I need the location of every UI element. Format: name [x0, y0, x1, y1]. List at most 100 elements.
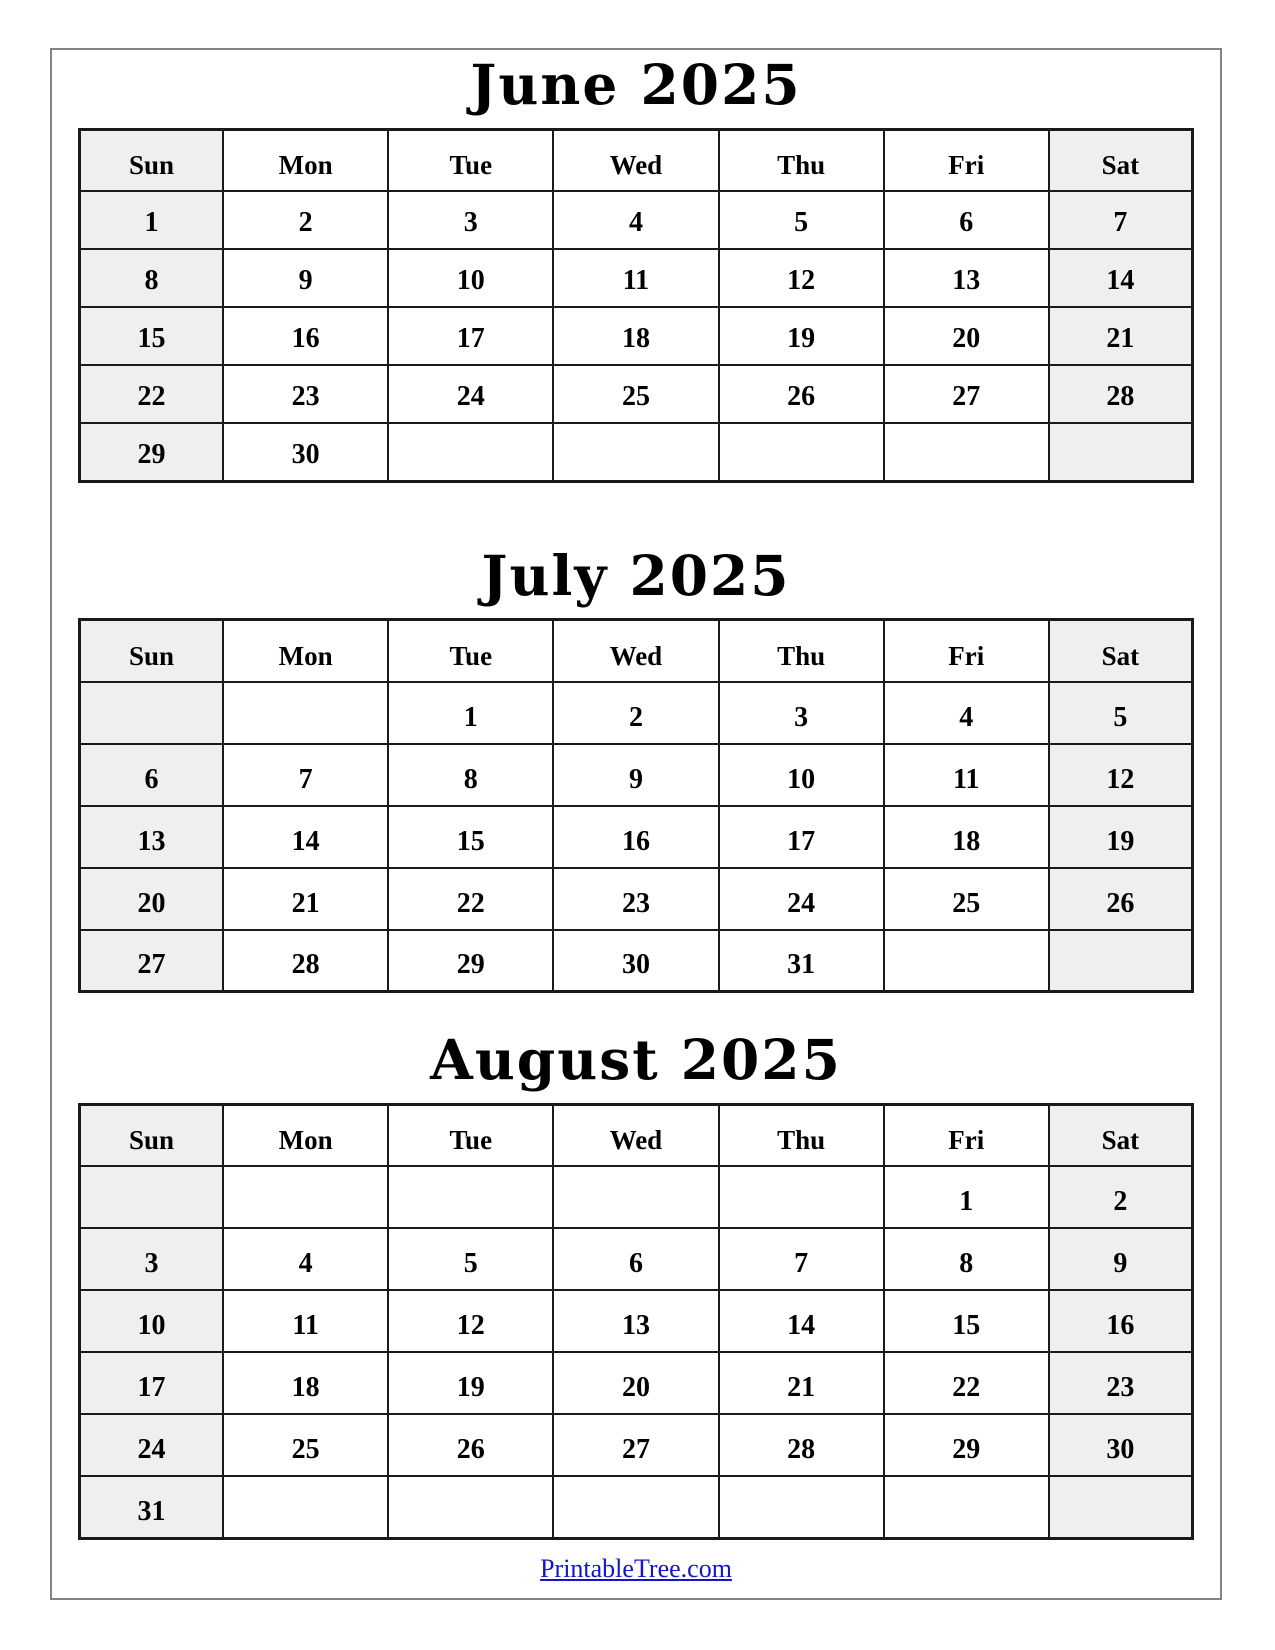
day-header-fri: Fri [882, 618, 1050, 683]
week-row: 20 21 22 23 24 25 26 [78, 866, 1194, 931]
day-cell-august-6: 6 [552, 1227, 720, 1292]
day-header-sat: Sat [1047, 128, 1194, 193]
day-cell-june-15: 15 [78, 306, 225, 367]
day-cell-june-22: 22 [78, 364, 225, 425]
day-header-mon: Mon [222, 618, 390, 683]
week-row: 17 18 19 20 21 22 23 [78, 1351, 1194, 1416]
day-cell-empty [552, 1165, 720, 1230]
calendar-title-june: June 2025 [470, 52, 802, 117]
day-cell-july-10: 10 [717, 742, 885, 807]
day-cell-empty [552, 422, 720, 483]
day-cell-june-13: 13 [882, 248, 1050, 309]
day-cell-june-24: 24 [387, 364, 555, 425]
day-cell-june-9: 9 [222, 248, 390, 309]
day-cell-august-16: 16 [1047, 1289, 1194, 1354]
day-cell-july-1: 1 [387, 680, 555, 745]
day-cell-august-7: 7 [717, 1227, 885, 1292]
day-header-tue: Tue [387, 1103, 555, 1168]
week-row: 8 9 10 11 12 13 14 [78, 248, 1194, 309]
day-header-sun: Sun [78, 128, 225, 193]
day-header-thu: Thu [717, 1103, 885, 1168]
day-cell-august-11: 11 [222, 1289, 390, 1354]
day-cell-july-18: 18 [882, 804, 1050, 869]
day-cell-june-14: 14 [1047, 248, 1194, 309]
day-cell-august-19: 19 [387, 1351, 555, 1416]
day-header-wed: Wed [552, 128, 720, 193]
day-cell-july-28: 28 [222, 928, 390, 993]
day-cell-august-1: 1 [882, 1165, 1050, 1230]
calendar-table-june: Sun Mon Tue Wed Thu Fri Sat 1 2 3 4 5 6 7 8 9 10 11 12 13 1… [78, 127, 1194, 483]
day-cell-june-29: 29 [78, 422, 225, 483]
day-cell-empty [78, 1165, 225, 1230]
calendar-table-july: Sun Mon Tue Wed Thu Fri Sat 1 2 3 4 5 6 7 8 9 10 11 12 13 1… [78, 618, 1194, 994]
day-cell-june-1: 1 [78, 190, 225, 251]
day-cell-august-9: 9 [1047, 1227, 1194, 1292]
calendar-title-august: August 2025 [430, 1027, 842, 1093]
day-cell-empty [882, 1475, 1050, 1540]
day-cell-empty [222, 680, 390, 745]
day-cell-august-27: 27 [552, 1413, 720, 1478]
footer-link[interactable]: PrintableTree.com [540, 1553, 732, 1583]
day-cell-august-25: 25 [222, 1413, 390, 1478]
day-cell-june-8: 8 [78, 248, 225, 309]
day-cell-empty [717, 1475, 885, 1540]
day-cell-july-21: 21 [222, 866, 390, 931]
day-header-fri: Fri [882, 1103, 1050, 1168]
day-cell-june-6: 6 [882, 190, 1050, 251]
day-cell-august-24: 24 [78, 1413, 225, 1478]
day-cell-august-13: 13 [552, 1289, 720, 1354]
day-cell-june-27: 27 [882, 364, 1050, 425]
day-cell-empty [1047, 422, 1194, 483]
day-cell-june-12: 12 [717, 248, 885, 309]
day-cell-july-22: 22 [387, 866, 555, 931]
day-cell-august-12: 12 [387, 1289, 555, 1354]
day-cell-empty [78, 680, 225, 745]
day-cell-june-30: 30 [222, 422, 390, 483]
day-cell-july-4: 4 [882, 680, 1050, 745]
day-cell-june-17: 17 [387, 306, 555, 367]
day-cell-august-5: 5 [387, 1227, 555, 1292]
day-cell-july-7: 7 [222, 742, 390, 807]
day-cell-august-21: 21 [717, 1351, 885, 1416]
day-header-row: Sun Mon Tue Wed Thu Fri Sat [78, 1103, 1194, 1168]
day-cell-july-11: 11 [882, 742, 1050, 807]
day-header-mon: Mon [222, 128, 390, 193]
day-cell-july-15: 15 [387, 804, 555, 869]
day-cell-empty [1047, 1475, 1194, 1540]
day-cell-june-23: 23 [222, 364, 390, 425]
day-cell-july-19: 19 [1047, 804, 1194, 869]
day-cell-june-2: 2 [222, 190, 390, 251]
day-cell-june-26: 26 [717, 364, 885, 425]
day-cell-empty [882, 928, 1050, 993]
day-cell-empty [387, 1165, 555, 1230]
day-cell-august-22: 22 [882, 1351, 1050, 1416]
day-cell-empty [387, 422, 555, 483]
day-cell-august-31: 31 [78, 1475, 225, 1540]
week-row: 13 14 15 16 17 18 19 [78, 804, 1194, 869]
week-row: 24 25 26 27 28 29 30 [78, 1413, 1194, 1478]
day-cell-july-16: 16 [552, 804, 720, 869]
week-row: 6 7 8 9 10 11 12 [78, 742, 1194, 807]
day-cell-july-17: 17 [717, 804, 885, 869]
day-cell-empty [222, 1475, 390, 1540]
day-header-tue: Tue [387, 128, 555, 193]
day-cell-july-9: 9 [552, 742, 720, 807]
day-cell-june-18: 18 [552, 306, 720, 367]
day-cell-june-11: 11 [552, 248, 720, 309]
day-header-thu: Thu [717, 128, 885, 193]
day-cell-august-4: 4 [222, 1227, 390, 1292]
day-cell-empty [717, 1165, 885, 1230]
day-cell-empty [222, 1165, 390, 1230]
day-cell-july-29: 29 [387, 928, 555, 993]
day-cell-august-28: 28 [717, 1413, 885, 1478]
day-header-row: Sun Mon Tue Wed Thu Fri Sat [78, 618, 1194, 683]
calendar-title-july: July 2025 [481, 542, 791, 608]
day-cell-june-7: 7 [1047, 190, 1194, 251]
day-cell-august-30: 30 [1047, 1413, 1194, 1478]
day-cell-june-28: 28 [1047, 364, 1194, 425]
week-row: 10 11 12 13 14 15 16 [78, 1289, 1194, 1354]
calendar-table-august: Sun Mon Tue Wed Thu Fri Sat 1 2 3 4 5 6 7 8 9 10 11 12 13 1… [78, 1102, 1194, 1540]
